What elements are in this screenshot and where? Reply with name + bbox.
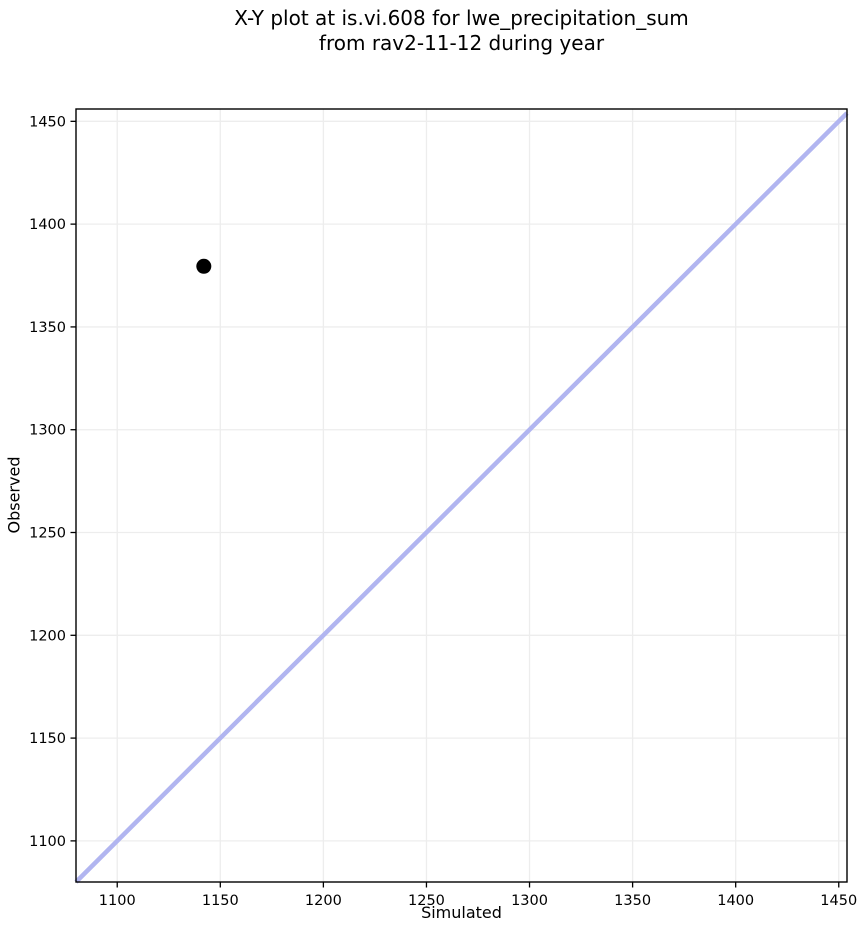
x-tick-label: 1350 bbox=[614, 893, 651, 909]
chart-title: X-Y plot at is.vi.608 for lwe_precipitat… bbox=[234, 6, 689, 55]
x-tick-label: 1100 bbox=[99, 893, 136, 909]
y-tick-label: 1300 bbox=[29, 423, 66, 439]
y-axis-label: Observed bbox=[4, 456, 24, 534]
x-tick-label: 1250 bbox=[408, 893, 445, 909]
x-tick-label: 1450 bbox=[820, 893, 857, 909]
y-tick-label: 1350 bbox=[29, 320, 66, 336]
y-tick-label: 1400 bbox=[29, 217, 66, 233]
x-tick-label: 1150 bbox=[202, 893, 239, 909]
y-tick-label: 1100 bbox=[29, 834, 66, 850]
identity-line-series bbox=[74, 111, 849, 884]
y-tick-label: 1150 bbox=[29, 731, 66, 747]
x-tick-label: 1200 bbox=[305, 893, 342, 909]
y-tick-label: 1200 bbox=[29, 628, 66, 644]
x-axis-label: Simulated bbox=[421, 903, 502, 922]
axes-spines bbox=[75, 108, 848, 883]
y-tick-label: 1450 bbox=[29, 114, 66, 130]
y-tick-label: 1250 bbox=[29, 526, 66, 542]
x-tick-label: 1300 bbox=[511, 893, 548, 909]
x-tick-label: 1400 bbox=[717, 893, 754, 909]
observed-vs-simulated-point bbox=[196, 258, 212, 274]
